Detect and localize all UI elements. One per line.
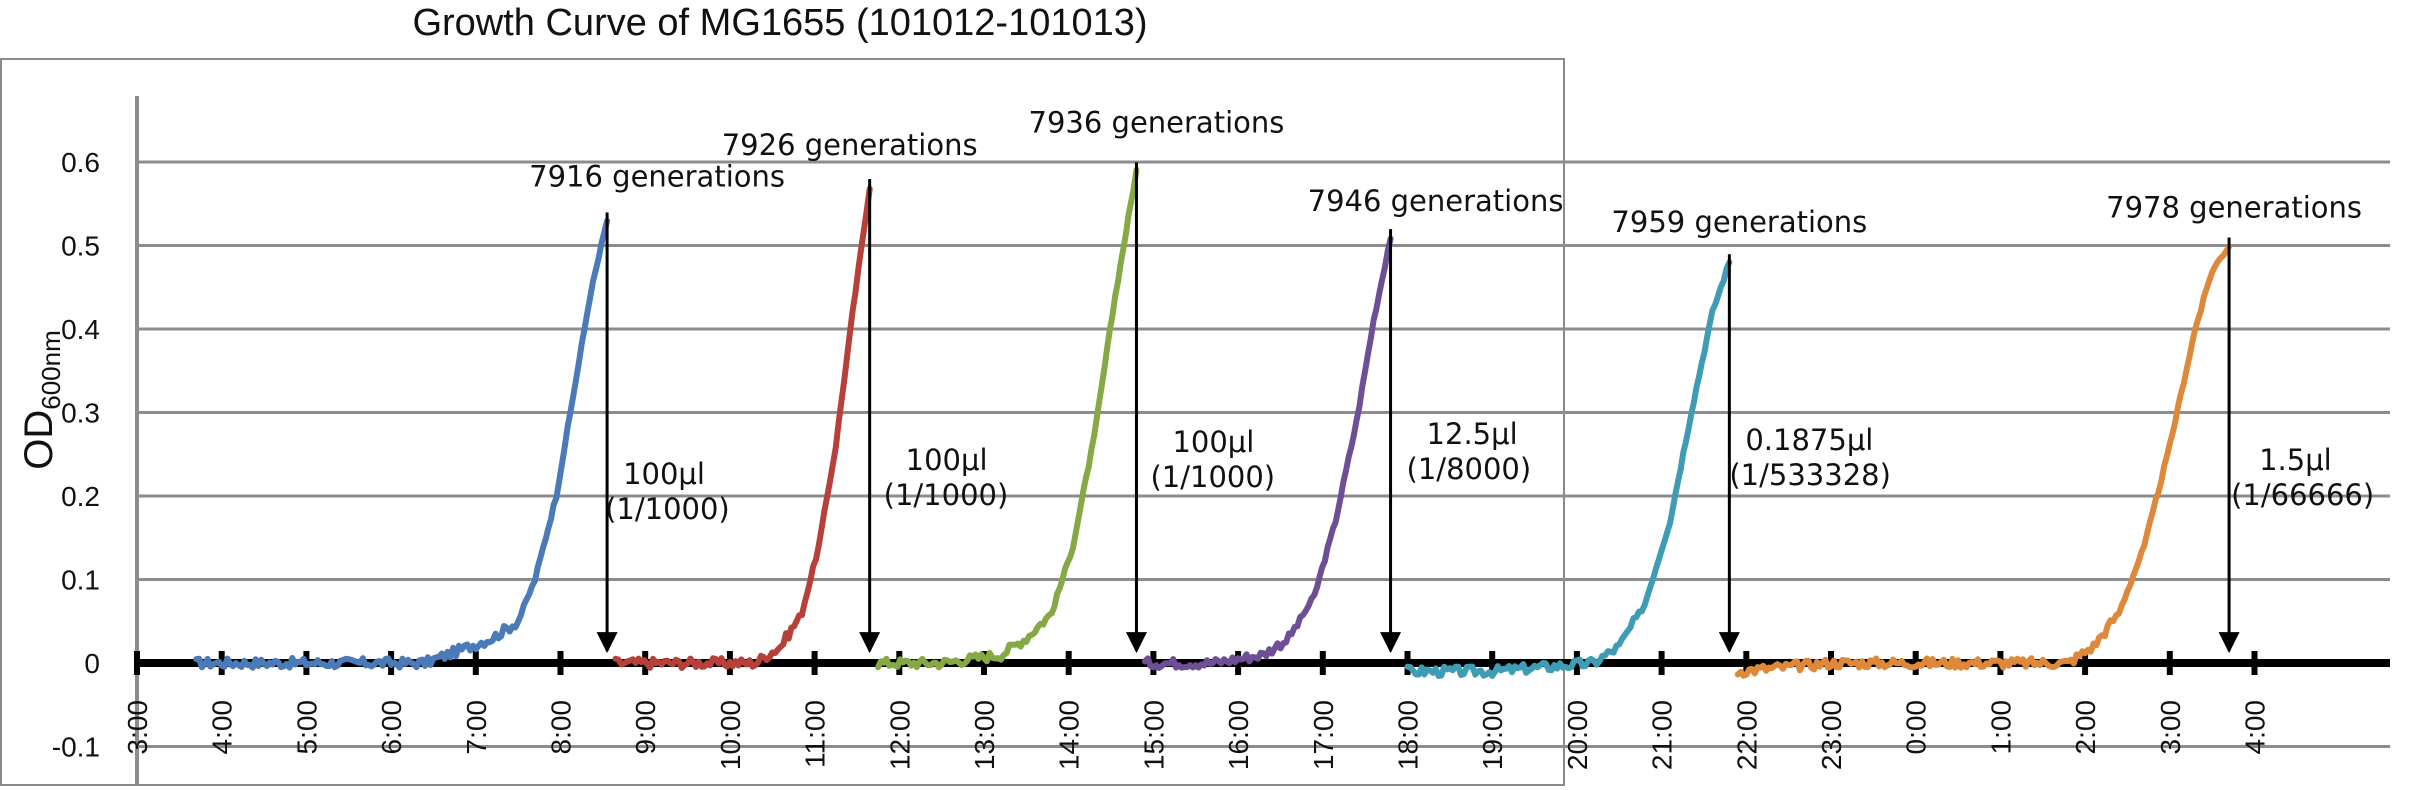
y-tick-label: -0.1 [52, 732, 100, 763]
x-tick-label: 1:00 [1985, 700, 2016, 755]
series-line [612, 185, 873, 671]
x-tick-label: 8:00 [546, 700, 577, 755]
generation-label: 7936 generations [1029, 105, 1285, 139]
x-tick-label: 0:00 [1901, 700, 1932, 755]
y-tick-label: 0.5 [61, 231, 100, 262]
x-tick-label: 14:00 [1054, 700, 1085, 770]
series-line [1734, 243, 2233, 679]
generation-label: 7916 generations [529, 159, 785, 193]
y-tick-label: 0.3 [61, 398, 100, 429]
x-tick-label: 3:00 [2155, 700, 2186, 755]
transfer-volume: 12.5μl [1427, 417, 1518, 451]
y-tick-label: 0 [84, 648, 100, 679]
x-tick-label: 5:00 [291, 700, 322, 755]
y-tick-label: 0.2 [61, 481, 100, 512]
transfer-volume: 0.1875μl [1745, 423, 1873, 457]
y-tick-label: 0.6 [61, 147, 100, 178]
x-tick-label: 19:00 [1477, 700, 1508, 770]
y-tick-label: 0.4 [61, 314, 100, 345]
x-tick-label: 21:00 [1647, 700, 1678, 770]
x-tick-label: 20:00 [1562, 700, 1593, 770]
transfer-dilution: (1/66666) [2231, 478, 2374, 512]
transfer-dilution: (1/1000) [884, 478, 1009, 512]
transfer-volume: 1.5μl [2259, 443, 2332, 477]
x-tick-label: 23:00 [1816, 700, 1847, 770]
generation-label: 7946 generations [1308, 184, 1564, 218]
transfer-dilution: (1/1000) [1150, 460, 1275, 494]
x-tick-label: 18:00 [1393, 700, 1424, 770]
transfer-volume: 100μl [623, 457, 705, 491]
series-line [193, 217, 611, 671]
x-tick-label: 2:00 [2070, 700, 2101, 755]
series-line [875, 166, 1140, 671]
x-tick-label: 11:00 [800, 700, 831, 768]
transfer-volume: 100μl [906, 443, 988, 477]
transfer-dilution: (1/1000) [605, 492, 730, 526]
x-tick-label: 3:00 [122, 700, 153, 755]
x-tick-label: 13:00 [969, 700, 1000, 770]
series-line [1141, 235, 1394, 671]
x-tick-label: 15:00 [1138, 700, 1169, 770]
x-tick-label: 10:00 [715, 700, 746, 770]
generation-label: 7926 generations [722, 128, 978, 162]
series-line [1404, 259, 1733, 679]
generation-label: 7978 generations [2106, 191, 2362, 225]
x-tick-label: 16:00 [1223, 700, 1254, 770]
transfer-volume: 100μl [1172, 425, 1254, 459]
transfer-dilution: (1/533328) [1729, 458, 1891, 492]
x-tick-label: 17:00 [1308, 700, 1339, 770]
x-tick-label: 4:00 [2240, 700, 2271, 755]
generation-label: 7959 generations [1611, 205, 1867, 239]
x-tick-label: 4:00 [207, 700, 238, 755]
plot-frame [0, 58, 1565, 786]
transfer-dilution: (1/8000) [1407, 452, 1532, 486]
x-tick-label: 7:00 [461, 700, 492, 755]
x-tick-label: 6:00 [376, 700, 407, 755]
x-tick-label: 12:00 [884, 700, 915, 770]
x-tick-label: 9:00 [630, 700, 661, 755]
x-tick-label: 22:00 [1731, 700, 1762, 770]
y-axis-label: OD600nm [17, 330, 66, 470]
y-tick-label: 0.1 [61, 565, 100, 596]
chart-title: Growth Curve of MG1655 (101012-101013) [412, 2, 1148, 44]
